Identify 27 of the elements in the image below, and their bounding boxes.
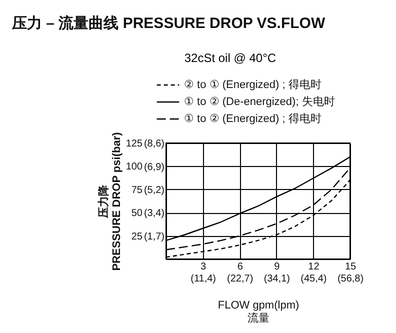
y-tick-label: 125 (126, 138, 143, 150)
chart-subtitle: 32cSt oil @ 40°C (184, 51, 276, 65)
x-tick-label: 6 (237, 262, 244, 272)
y2-tick-label: (5,2) (144, 184, 164, 196)
y2-tick-label: (8,6) (144, 138, 164, 150)
x-tick-label: 12 (308, 262, 320, 272)
y-axis-title: 压力降 PRESSURE DROP psi(bar) (96, 132, 123, 271)
x2-tick-label: (11,4) (190, 274, 216, 284)
y-tick-label: 100 (126, 162, 143, 173)
x2-tick-label: (22,7) (227, 274, 254, 284)
y2-tick-label: (1,7) (144, 231, 164, 242)
y2-tick-label: (3,4) (144, 208, 164, 220)
x-tick-label: 9 (274, 262, 280, 272)
x2-tick-label: (45,4) (300, 274, 327, 284)
x2-tick-label: (34,1) (264, 274, 290, 284)
y2-tick-label: (6,9) (144, 162, 164, 173)
x-tick-label: 15 (344, 262, 356, 272)
y-tick-label: 50 (131, 208, 143, 220)
y-tick-label: 75 (131, 184, 143, 196)
legend-label: ① to ② (Energized) ; 得电时 (184, 112, 322, 125)
chart-title: 压力 – 流量曲线 PRESSURE DROP VS.FLOW (12, 14, 326, 33)
legend-label: ① to ② (De-energized); 失电时 (184, 95, 335, 108)
x2-tick-label: (56,8) (337, 274, 364, 284)
legend-label: ② to ① (Energized) ; 得电时 (184, 78, 322, 91)
x-axis-title: FLOW gpm(lpm) 流量 (218, 300, 300, 324)
x-tick-label: 3 (200, 262, 207, 272)
y-tick-label: 25 (131, 231, 143, 242)
